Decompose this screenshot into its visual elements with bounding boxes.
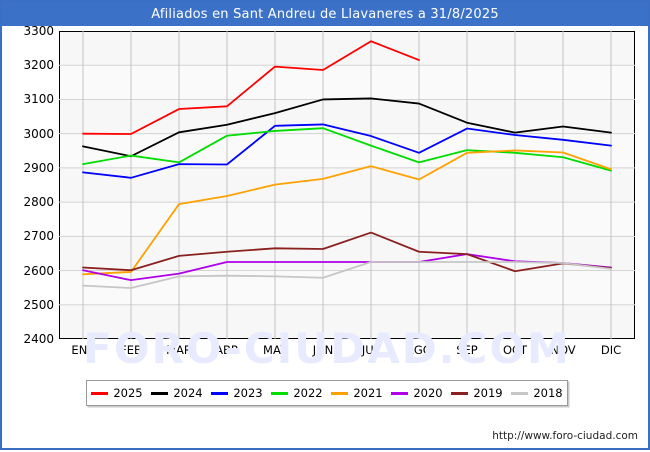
legend-swatch-icon bbox=[391, 391, 409, 395]
legend-item-2024[interactable]: 2024 bbox=[151, 386, 203, 400]
x-axis-tick-label: DIC bbox=[600, 343, 622, 357]
legend-swatch-icon bbox=[271, 391, 289, 395]
series-line-2021 bbox=[82, 149, 612, 276]
x-axis-tick-label: FEB bbox=[120, 343, 142, 357]
x-axis-tick-label: MAY bbox=[263, 343, 287, 357]
y-axis-tick-label: 3200 bbox=[23, 58, 54, 73]
legend-swatch-icon bbox=[331, 391, 349, 395]
legend-label: 2025 bbox=[113, 386, 143, 400]
window-title-bar: Afiliados en Sant Andreu de Llavaneres a… bbox=[2, 2, 648, 26]
plot-area bbox=[59, 31, 635, 339]
series-line-2023 bbox=[82, 123, 612, 179]
y-axis-tick-label: 2600 bbox=[23, 263, 54, 278]
x-axis-tick-label: OCT bbox=[502, 343, 528, 357]
series-line-2019 bbox=[82, 231, 612, 273]
y-axis-tick-label: 3300 bbox=[23, 24, 54, 38]
series-line-2024 bbox=[82, 97, 612, 158]
legend-item-2018[interactable]: 2018 bbox=[511, 386, 563, 400]
legend-swatch-icon bbox=[151, 391, 169, 395]
series-line-2025 bbox=[82, 40, 420, 135]
legend-label: 2019 bbox=[473, 386, 503, 400]
y-axis-tick-label: 2700 bbox=[23, 229, 54, 244]
x-axis-tick-label: ABR bbox=[215, 343, 239, 357]
legend-item-2020[interactable]: 2020 bbox=[391, 386, 443, 400]
legend-label: 2022 bbox=[293, 386, 323, 400]
series-line-2020 bbox=[82, 253, 612, 282]
legend-swatch-icon bbox=[91, 391, 109, 395]
legend-label: 2024 bbox=[173, 386, 203, 400]
legend-label: 2020 bbox=[413, 386, 443, 400]
legend-item-2019[interactable]: 2019 bbox=[451, 386, 503, 400]
legend-item-2023[interactable]: 2023 bbox=[211, 386, 263, 400]
legend-item-2025[interactable]: 2025 bbox=[91, 386, 143, 400]
legend-item-2022[interactable]: 2022 bbox=[271, 386, 323, 400]
series-line-2022 bbox=[82, 127, 612, 172]
y-axis-tick-label: 3100 bbox=[23, 92, 54, 107]
footer-url: http://www.foro-ciudad.com bbox=[492, 430, 638, 442]
legend-swatch-icon bbox=[511, 391, 529, 395]
y-axis-tick-label: 2900 bbox=[23, 160, 54, 175]
legend-item-2021[interactable]: 2021 bbox=[331, 386, 383, 400]
y-axis-tick-label: 2500 bbox=[23, 297, 54, 312]
plot-frame bbox=[59, 31, 635, 339]
legend-label: 2018 bbox=[533, 386, 563, 400]
series-line-2018 bbox=[82, 261, 612, 289]
x-axis-tick-label: JUL bbox=[361, 343, 381, 357]
legend-swatch-icon bbox=[211, 391, 229, 395]
x-axis-tick-label: AGO bbox=[406, 343, 432, 357]
x-axis-tick-label: MAR bbox=[166, 343, 192, 357]
legend-label: 2021 bbox=[353, 386, 383, 400]
chart-legend: 2025 2024 2023 2022 2021 2020 2019 2018 bbox=[86, 380, 568, 406]
chart-series bbox=[82, 40, 612, 289]
y-axis-tick-label: 2800 bbox=[23, 195, 54, 210]
legend-label: 2023 bbox=[233, 386, 263, 400]
x-axis-tick-label: NOV bbox=[550, 343, 576, 357]
legend-swatch-icon bbox=[451, 391, 469, 395]
x-axis-tick-label: ENE bbox=[71, 343, 95, 357]
x-axis-tick-label: JUN bbox=[312, 343, 334, 357]
page-title: Afiliados en Sant Andreu de Llavaneres a… bbox=[151, 6, 499, 22]
x-axis-tick-label: SEP bbox=[456, 343, 478, 357]
y-axis-tick-label: 2400 bbox=[23, 332, 54, 346]
y-axis-tick-label: 3000 bbox=[23, 126, 54, 141]
